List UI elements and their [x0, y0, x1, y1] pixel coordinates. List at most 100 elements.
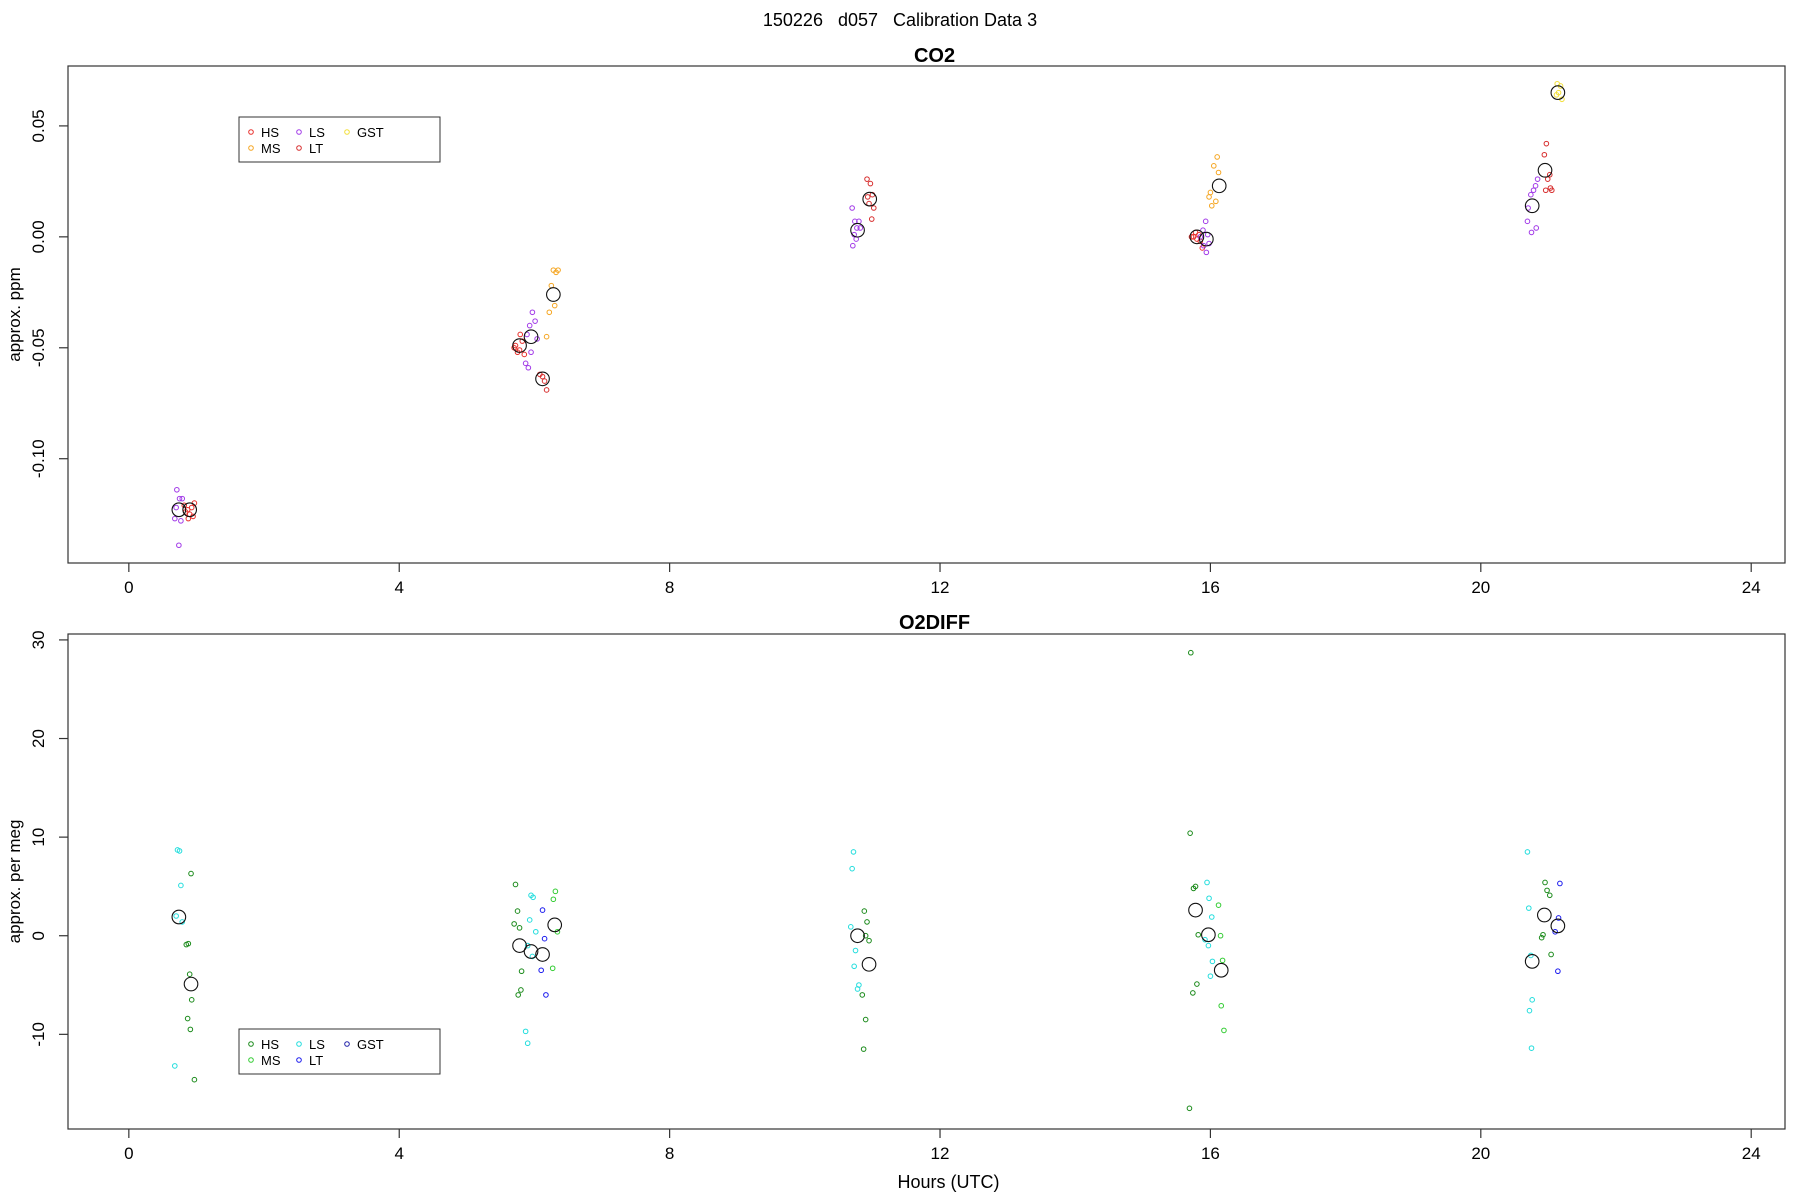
data-point-ls	[849, 865, 855, 872]
y-tick-label: -10	[29, 1022, 48, 1047]
data-point-hs	[512, 881, 519, 888]
data-point-hs	[186, 971, 193, 977]
data-point-ls	[525, 364, 532, 371]
data-point-hs	[1544, 887, 1550, 894]
x-tick-label: 4	[394, 578, 403, 597]
mean-marker	[861, 956, 877, 972]
data-point-hs	[187, 1026, 194, 1033]
mean-marker	[1188, 902, 1203, 918]
mean-marker	[1189, 229, 1205, 245]
y-tick-label: 0.05	[29, 109, 48, 142]
data-point-ls	[178, 518, 184, 524]
data-point-ms	[1221, 1027, 1227, 1034]
mean-marker	[1524, 954, 1540, 969]
data-point-ls	[176, 848, 183, 854]
data-point-hs	[188, 870, 194, 877]
data-point-ls	[522, 1028, 529, 1035]
data-point-ms	[546, 309, 553, 316]
data-point-hs	[184, 1015, 191, 1022]
data-point-hs	[1194, 981, 1200, 987]
mean-marker	[1213, 962, 1229, 978]
mean-marker	[535, 371, 550, 387]
mean-marker	[547, 917, 563, 933]
data-point-hs	[866, 937, 872, 944]
data-point-lt	[1555, 968, 1561, 975]
o2diff-y-axis-label: approx. per meg	[5, 820, 24, 944]
y-tick-label: -0.05	[29, 328, 48, 367]
data-point-hs	[860, 1046, 867, 1052]
data-point-hs	[864, 919, 870, 925]
data-point-ls	[1524, 218, 1531, 225]
data-point-ls	[1529, 997, 1535, 1003]
data-point-hs	[859, 992, 866, 998]
data-point-ms	[1217, 932, 1224, 939]
data-point-ls	[532, 318, 538, 324]
legend-label-ms: MS	[261, 141, 281, 156]
mean-marker	[535, 947, 550, 962]
data-point-ms	[1210, 163, 1217, 169]
data-point-ls	[1528, 229, 1535, 236]
mean-marker	[1550, 918, 1566, 934]
data-point-hs	[862, 932, 869, 939]
data-point-hs	[1186, 1105, 1193, 1112]
data-point-ms	[555, 267, 561, 273]
data-point-hs	[188, 504, 195, 511]
data-point-ms	[1207, 189, 1214, 196]
legend-marker-ms	[248, 145, 254, 151]
legend-marker-hs	[248, 1041, 254, 1047]
x-tick-label: 24	[1742, 578, 1761, 597]
x-tick-label: 20	[1471, 578, 1490, 597]
data-point-ms	[1215, 902, 1222, 908]
mean-marker	[1536, 907, 1552, 923]
data-point-ms	[1219, 957, 1226, 964]
data-point-ls	[1530, 187, 1537, 194]
data-point-gst	[1553, 92, 1560, 98]
data-point-hs	[1188, 234, 1195, 240]
data-point-ls	[1200, 227, 1206, 233]
data-point-hs	[861, 908, 868, 914]
data-point-lt	[1546, 171, 1553, 178]
data-point-ms	[1215, 169, 1222, 176]
y-tick-label: 10	[29, 828, 48, 847]
x-tick-label: 8	[665, 1144, 674, 1163]
data-point-ms	[1206, 194, 1212, 200]
data-point-hs	[1538, 934, 1545, 941]
x-tick-label: 16	[1201, 1144, 1220, 1163]
legend-label-gst: GST	[357, 125, 384, 140]
x-tick-label: 0	[124, 578, 133, 597]
data-point-ls	[1524, 849, 1531, 855]
data-point-hs	[515, 992, 522, 998]
data-point-ls	[172, 1063, 178, 1069]
data-point-ls	[1208, 914, 1215, 920]
co2-legend-box	[238, 116, 441, 163]
x-tick-label: 12	[931, 1144, 950, 1163]
data-point-lt	[1548, 187, 1555, 194]
data-point-ls	[857, 225, 864, 231]
data-point-hs	[191, 1076, 198, 1083]
mean-marker	[546, 287, 561, 302]
data-point-ms	[549, 965, 556, 972]
data-point-ls	[522, 360, 529, 367]
data-point-ls	[524, 1040, 531, 1047]
data-point-hs	[1195, 931, 1202, 938]
data-point-ms	[551, 302, 558, 309]
data-point-lt	[867, 180, 874, 187]
data-point-ls	[1207, 973, 1214, 979]
mean-marker	[850, 222, 865, 238]
data-point-ls	[1528, 191, 1534, 198]
data-point-lt	[864, 176, 870, 182]
mean-marker	[1524, 198, 1540, 214]
data-point-hs	[1188, 649, 1194, 656]
data-point-ls	[854, 986, 861, 992]
x-tick-label: 4	[394, 1144, 403, 1163]
data-point-hs	[185, 940, 192, 947]
mean-marker	[1537, 162, 1553, 178]
data-point-lt	[870, 205, 877, 211]
data-point-ms	[1218, 1002, 1225, 1009]
x-tick-label: 0	[124, 1144, 133, 1163]
data-point-ls	[173, 913, 179, 919]
x-tick-label: 16	[1201, 578, 1220, 597]
data-point-hs	[188, 997, 195, 1003]
data-point-ls	[173, 504, 179, 511]
